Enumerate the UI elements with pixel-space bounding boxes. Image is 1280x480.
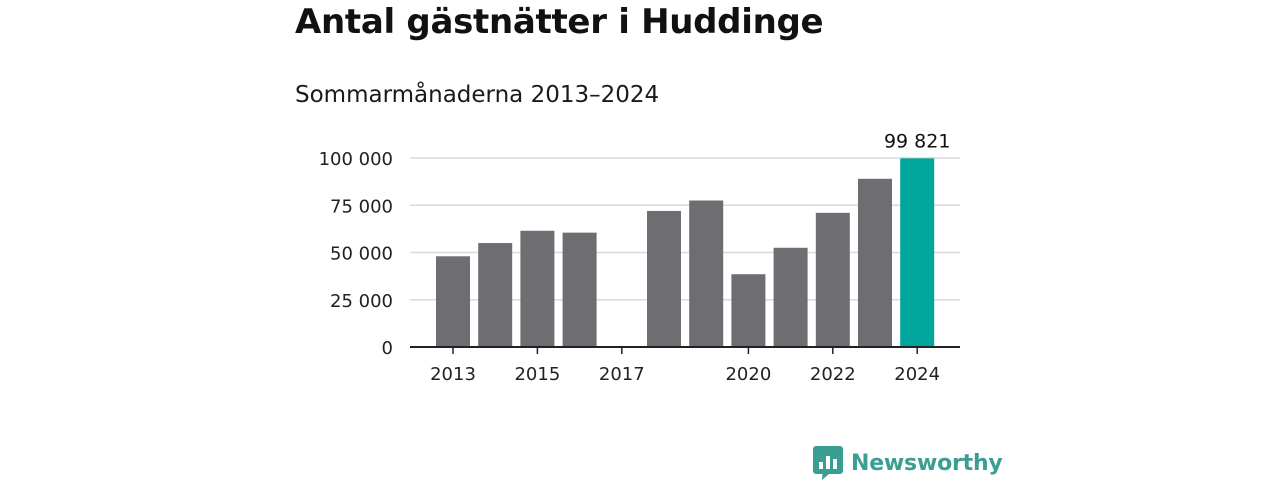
x-tick-label: 2017 — [599, 364, 645, 385]
bar — [436, 256, 470, 347]
bar — [478, 243, 513, 347]
bar — [731, 274, 766, 347]
x-tick-label: 2013 — [430, 364, 476, 385]
axes — [410, 346, 960, 354]
y-tick-label: 100 000 — [319, 149, 393, 170]
bar — [562, 232, 597, 347]
x-tick-label: 2024 — [894, 364, 940, 385]
bar — [773, 247, 808, 347]
bars — [436, 158, 935, 347]
x-tick-label: 2022 — [810, 364, 856, 385]
labels: 0 25 000 50 000 75 000 100 000 2013 2015 2017 20… — [319, 130, 951, 385]
x-tick-label: 2020 — [725, 364, 771, 385]
bar — [647, 210, 681, 347]
data-label: 99 821 — [884, 130, 950, 152]
y-tick-label: 0 — [382, 338, 393, 359]
y-tick-label: 25 000 — [330, 291, 393, 312]
bar-highlight — [900, 158, 935, 347]
bar-chart-speech-bubble-icon — [813, 446, 843, 480]
x-tick-label: 2015 — [514, 364, 560, 385]
y-tick-label: 75 000 — [330, 196, 393, 217]
bar — [858, 178, 892, 347]
chart-subtitle: Sommarmånaderna 2013–2024 — [295, 82, 660, 108]
bar — [689, 200, 724, 347]
y-tick-label: 50 000 — [330, 244, 393, 265]
brand-logo: Newsworthy — [813, 446, 1003, 480]
brand-name: Newsworthy — [851, 450, 1003, 476]
bar — [520, 230, 555, 347]
bar — [815, 212, 850, 347]
chart-title: Antal gästnätter i Huddinge — [295, 2, 824, 42]
